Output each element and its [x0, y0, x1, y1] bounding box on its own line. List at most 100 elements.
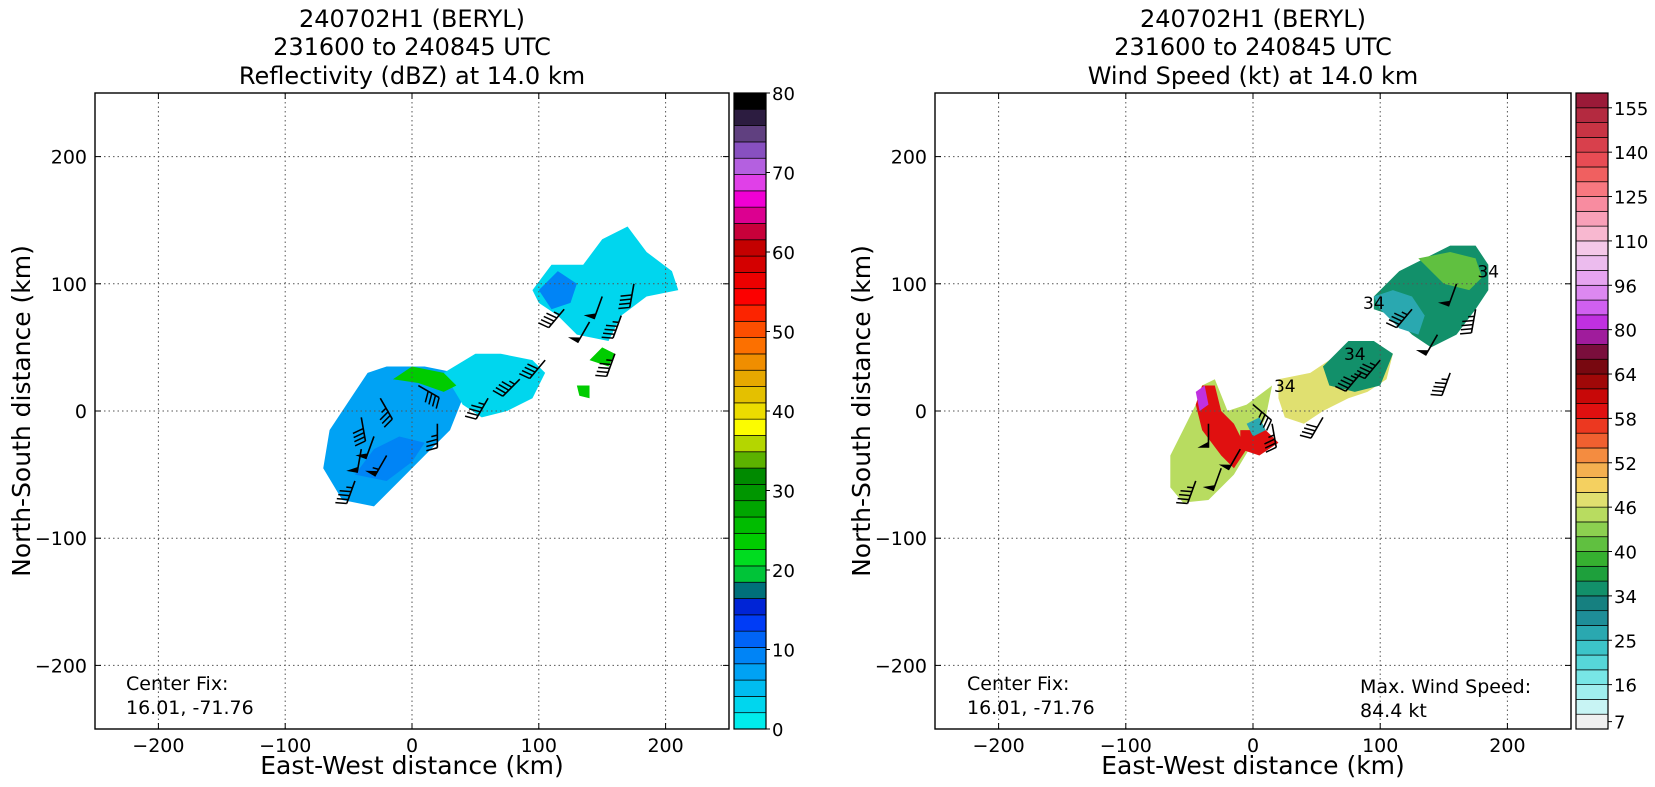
contour-label: 34: [1363, 294, 1385, 314]
wind-barbs: [335, 283, 635, 505]
wind-barb: [417, 384, 440, 409]
data-region: [443, 353, 546, 418]
y-tick-label: −200: [875, 655, 927, 677]
colorbar-segment: [1575, 166, 1609, 183]
panel-title-line-2: 231600 to 240845 UTC: [273, 33, 551, 61]
colorbar-tick-label: 58: [1614, 409, 1637, 430]
colorbar-tick-label: 0: [772, 720, 783, 741]
colorbar-segment: [733, 157, 767, 175]
colorbar-segment: [1575, 536, 1609, 552]
colorbar-segment: [733, 304, 767, 322]
x-tick-label: −100: [259, 735, 311, 757]
colorbar-segment: [1575, 595, 1609, 612]
colorbar-segment: [733, 141, 767, 159]
colorbar-segment: [1575, 432, 1609, 449]
colorbar-segment: [733, 125, 767, 143]
wind-barb: [538, 308, 565, 329]
colorbar-segment: [1575, 329, 1609, 345]
wind-speed-panel: 240702H1 (BERYL) 231600 to 240845 UTC Wi…: [847, 5, 1648, 780]
colorbar-segment: [733, 435, 767, 453]
colorbar-tick-label: 80: [1614, 321, 1637, 342]
wind-barb: [464, 397, 489, 420]
y-tick-label: 100: [891, 274, 927, 296]
colorbar-segment: [1575, 92, 1609, 109]
data-region: [354, 436, 425, 481]
x-tick-label: 0: [406, 735, 418, 757]
x-tick-label: −200: [973, 735, 1025, 757]
colorbar-segment: [733, 679, 767, 697]
colorbar-segment: [733, 500, 767, 518]
max-wind-speed-value: 84.4 kt: [1360, 700, 1427, 722]
colorbar-segment: [733, 614, 767, 632]
colorbar-segment: [733, 696, 767, 714]
data-region: [1418, 252, 1482, 291]
wind-barb: [1430, 372, 1451, 397]
colorbar-segment: [733, 467, 767, 485]
colorbar-segment: [1575, 151, 1609, 168]
wind-barb: [1264, 423, 1278, 453]
colorbar-segment: [1575, 107, 1609, 123]
x-tick-label: 200: [647, 735, 683, 757]
colorbar-segment: [733, 630, 767, 648]
colorbar-segment: [733, 712, 767, 730]
colorbar-segment: [1575, 255, 1609, 271]
wind-barb: [365, 455, 388, 477]
colorbar-segment: [733, 451, 767, 469]
wind-barb: [1197, 423, 1210, 448]
wind-barb: [1415, 334, 1439, 356]
colorbar-segment: [1575, 462, 1609, 478]
data-region: [589, 347, 615, 367]
wind-barb: [1437, 283, 1458, 307]
contour-label: 34: [1344, 345, 1366, 365]
colorbar-segment: [1575, 196, 1609, 212]
colorbar-tick-label: 80: [772, 84, 795, 105]
colorbar-segment: [733, 223, 767, 241]
wind-barb: [355, 436, 375, 460]
colorbar-segment: [733, 206, 767, 224]
colorbar-segment: [1575, 210, 1609, 227]
wind-barb: [618, 283, 635, 310]
y-tick-label: −100: [875, 528, 927, 550]
panel-title-line-1: 240702H1 (BERYL): [299, 5, 525, 33]
data-region: [392, 366, 457, 392]
wind-barb: [1299, 416, 1324, 439]
colorbar-segment: [733, 386, 767, 404]
x-tick-label: −100: [1100, 735, 1152, 757]
colorbar-segment: [733, 598, 767, 616]
wind-barb: [519, 359, 546, 380]
colorbar-segment: [1575, 551, 1609, 567]
colorbar-segment: [733, 532, 767, 550]
y-tick-label: −200: [35, 655, 87, 677]
colorbar-tick-label: 110: [1614, 232, 1648, 253]
data-region: [576, 385, 590, 399]
x-tick-label: 0: [1247, 735, 1259, 757]
x-tick-label: 200: [1489, 735, 1525, 757]
wind-barb: [1218, 448, 1241, 471]
panel-title-line-3: Reflectivity (dBZ) at 14.0 km: [239, 62, 585, 90]
colorbar-segment: [733, 255, 767, 273]
colorbar-segment: [1575, 373, 1609, 390]
colorbar-tick-label: 40: [1614, 543, 1637, 564]
contour-label: 34: [1477, 262, 1499, 282]
reflectivity-panel: 240702H1 (BERYL) 231600 to 240845 UTC Re…: [7, 5, 795, 780]
colorbar-tick-label: 30: [772, 482, 795, 503]
colorbar-segment: [733, 190, 767, 208]
y-tick-label: 0: [75, 401, 87, 423]
colorbar-segment: [1575, 314, 1609, 331]
x-axis-label: East-West distance (km): [260, 751, 564, 780]
colorbar-segment: [1575, 270, 1609, 286]
contour-label: 34: [1274, 377, 1296, 397]
colorbar-segment: [1575, 713, 1609, 730]
data-region: [1195, 385, 1209, 411]
x-tick-label: 100: [521, 735, 557, 757]
colorbar-segment: [1575, 358, 1609, 375]
panel-title-line-2: 231600 to 240845 UTC: [1114, 33, 1392, 61]
panel-title-line-1: 240702H1 (BERYL): [1140, 5, 1366, 33]
colorbar: 0 10 20 30 40 50 60 70 80: [733, 84, 795, 741]
y-tick-labels: −200 −100 0 100 200: [875, 147, 1571, 677]
wind-barb: [346, 449, 363, 473]
colorbar-segment: [1575, 580, 1609, 597]
colorbar-segment: [733, 581, 767, 599]
data-region: [1322, 341, 1393, 392]
max-wind-speed-label: Max. Wind Speed:: [1360, 676, 1531, 698]
